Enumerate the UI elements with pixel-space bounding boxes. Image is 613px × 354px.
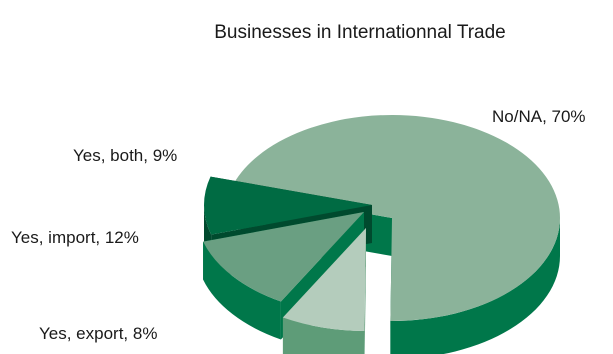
chart-title: Businesses in Internationnal Trade (214, 22, 506, 43)
slice-label-yes-import: Yes, import, 12% (11, 228, 139, 247)
slice-label-yes-export: Yes, export, 8% (39, 324, 157, 343)
slice-labels: No/NA, 70% Yes, export, 8% Yes, import, … (11, 107, 586, 343)
pie-slice-yes-export (282, 228, 366, 354)
pie-slices (203, 115, 561, 354)
slice-label-no-na: No/NA, 70% (492, 107, 586, 126)
slice-label-yes-both: Yes, both, 9% (73, 146, 177, 165)
